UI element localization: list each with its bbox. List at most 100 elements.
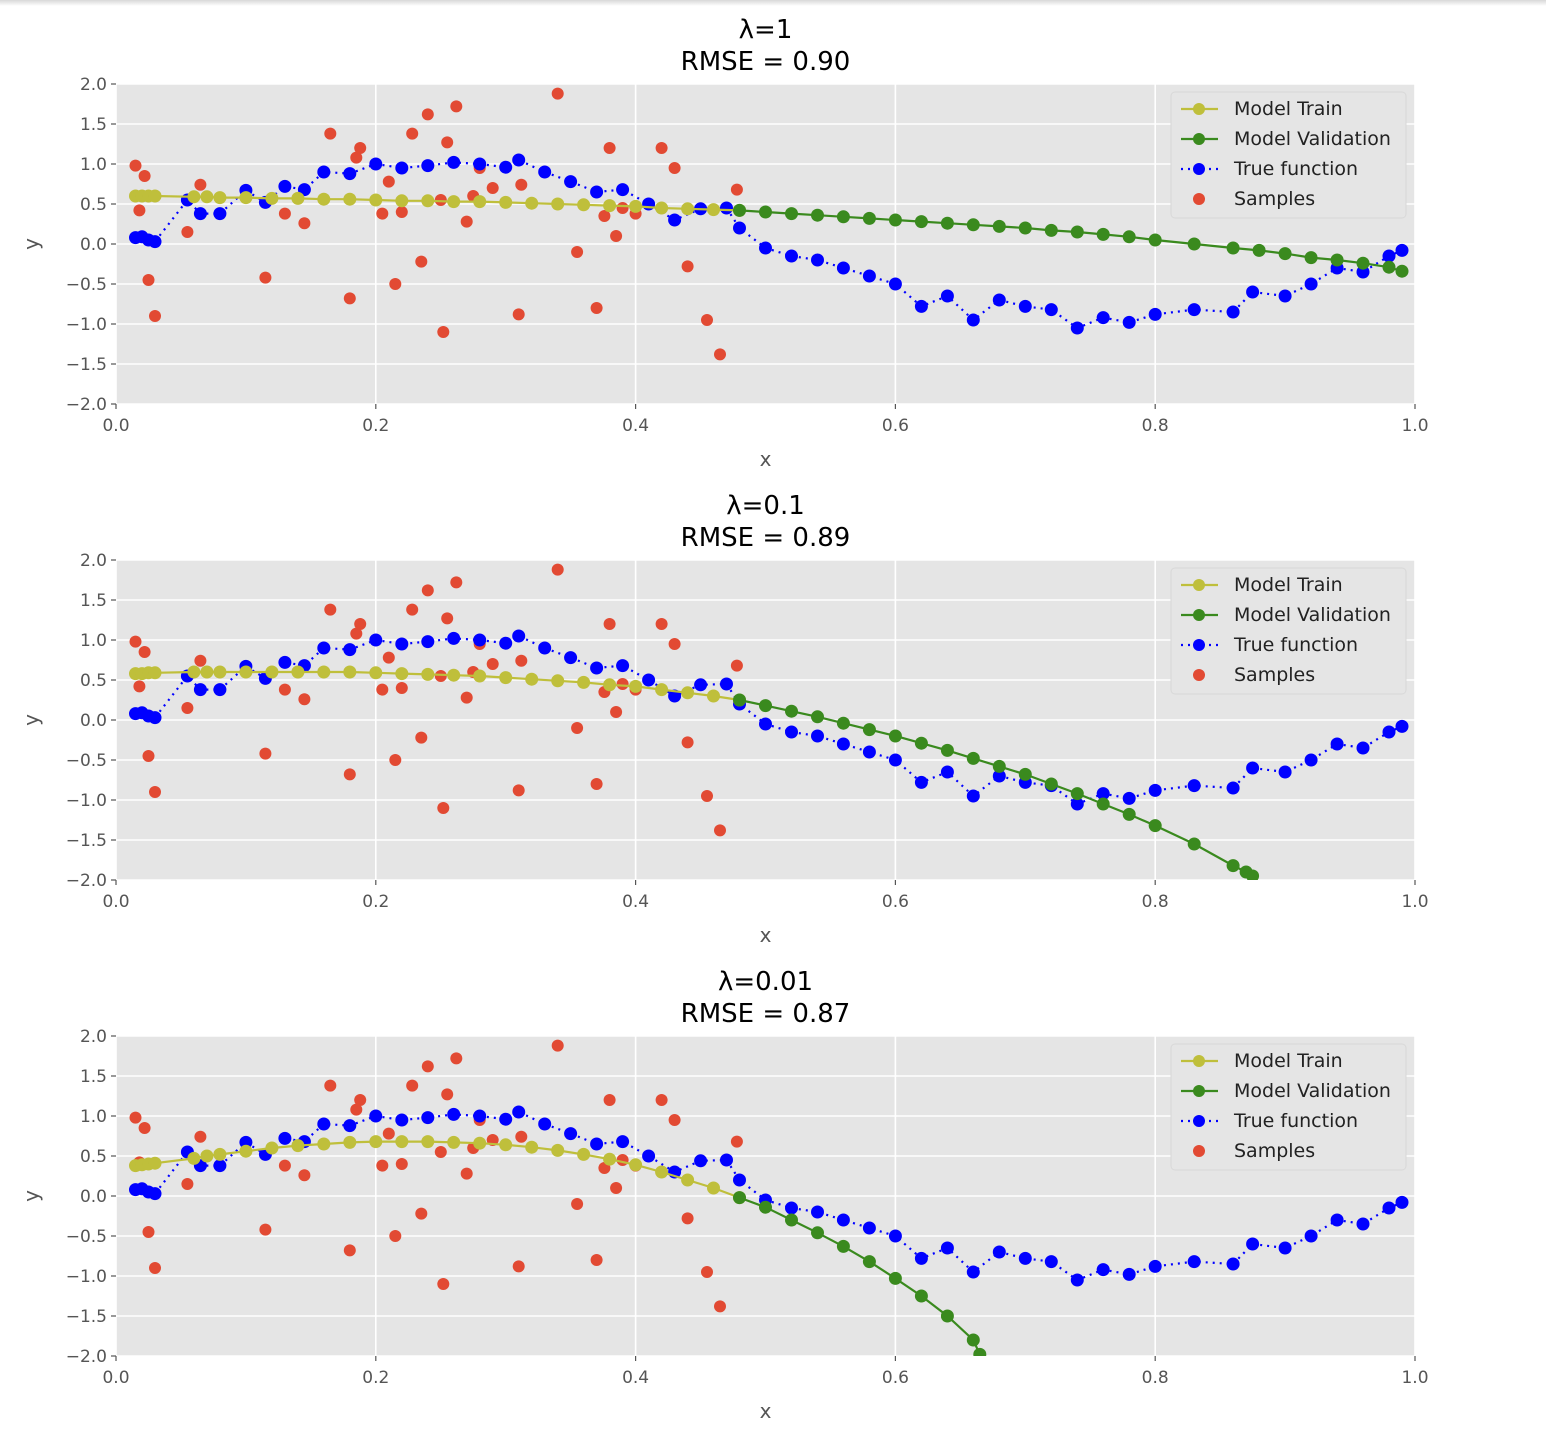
data-point-true-function bbox=[720, 1153, 733, 1167]
data-point-true-function bbox=[785, 249, 798, 263]
series-model-validation bbox=[733, 203, 1409, 278]
data-point-true-function bbox=[1187, 779, 1201, 793]
data-point-samples bbox=[138, 170, 151, 182]
data-point-samples bbox=[149, 786, 161, 798]
data-point-samples bbox=[668, 638, 681, 650]
legend-marker bbox=[1193, 579, 1205, 591]
data-point-true-function bbox=[317, 1117, 331, 1131]
data-point-model-validation bbox=[785, 704, 798, 718]
data-point-samples bbox=[730, 1135, 743, 1148]
data-point-model-validation bbox=[914, 215, 928, 229]
data-point-true-function bbox=[473, 157, 487, 171]
data-point-true-function bbox=[733, 1173, 746, 1187]
data-point-samples bbox=[278, 1159, 291, 1172]
data-point-true-function bbox=[785, 725, 798, 739]
x-tick-label: 0.2 bbox=[362, 416, 389, 436]
data-point-samples bbox=[437, 1278, 450, 1290]
data-point-samples bbox=[415, 255, 428, 268]
data-point-true-function bbox=[720, 201, 733, 215]
data-point-true-function bbox=[473, 633, 487, 647]
legend-marker bbox=[1193, 669, 1205, 681]
legend-marker bbox=[1193, 193, 1205, 205]
chart-subtitle: RMSE = 0.90 bbox=[681, 47, 851, 77]
data-point-samples bbox=[610, 230, 623, 242]
data-point-model-train bbox=[577, 675, 591, 689]
data-point-model-train bbox=[187, 190, 201, 204]
y-tick-label: 0.0 bbox=[80, 1187, 107, 1207]
plot-marks bbox=[129, 563, 1409, 880]
legend-marker bbox=[1193, 103, 1205, 115]
data-point-model-train bbox=[291, 191, 305, 205]
x-tick-label: 0.2 bbox=[362, 1368, 389, 1388]
data-point-model-validation bbox=[811, 208, 824, 222]
data-point-samples bbox=[181, 702, 194, 714]
legend-label: Model Validation bbox=[1234, 128, 1391, 150]
data-point-samples bbox=[450, 100, 463, 113]
data-point-samples bbox=[610, 1182, 623, 1194]
data-point-model-train bbox=[265, 665, 279, 679]
data-point-model-train bbox=[213, 665, 227, 679]
data-point-samples bbox=[616, 678, 629, 690]
data-point-true-function bbox=[1096, 1263, 1110, 1277]
data-point-model-train bbox=[499, 1138, 513, 1152]
x-tick-label: 0.8 bbox=[1142, 1368, 1169, 1388]
data-point-samples bbox=[395, 682, 408, 694]
data-point-samples bbox=[421, 1060, 434, 1073]
data-point-samples bbox=[343, 1244, 356, 1257]
data-point-true-function bbox=[193, 683, 207, 697]
y-tick-label: −2.0 bbox=[66, 1347, 107, 1367]
x-tick-label: 0.0 bbox=[102, 892, 129, 912]
data-point-samples bbox=[681, 1212, 694, 1225]
data-point-samples bbox=[655, 618, 668, 630]
data-point-samples bbox=[701, 314, 713, 326]
data-point-samples bbox=[571, 246, 584, 258]
data-point-true-function bbox=[1330, 1213, 1344, 1227]
data-point-samples bbox=[551, 87, 564, 100]
data-point-samples bbox=[395, 1158, 408, 1170]
data-point-samples bbox=[382, 1127, 395, 1140]
data-point-true-function bbox=[668, 689, 682, 703]
data-point-samples bbox=[376, 1159, 389, 1172]
data-point-model-validation bbox=[811, 710, 824, 724]
x-tick-label: 0.6 bbox=[882, 1368, 909, 1388]
data-point-samples bbox=[354, 1094, 367, 1106]
data-point-samples bbox=[133, 680, 146, 693]
y-tick-label: −1.5 bbox=[66, 355, 107, 375]
data-point-true-function bbox=[343, 167, 357, 181]
data-point-model-train bbox=[148, 1156, 162, 1170]
y-tick-label: −0.5 bbox=[66, 751, 107, 771]
data-point-model-train bbox=[421, 667, 435, 681]
data-point-samples bbox=[668, 162, 681, 174]
data-point-model-train bbox=[291, 665, 305, 679]
y-tick-label: 1.5 bbox=[80, 115, 107, 135]
legend-box bbox=[1170, 1043, 1407, 1171]
data-point-samples bbox=[324, 1079, 337, 1092]
data-point-true-function bbox=[447, 1107, 461, 1121]
data-point-true-function bbox=[1395, 1195, 1409, 1209]
y-tick-label: −0.5 bbox=[66, 275, 107, 295]
data-point-true-function bbox=[862, 269, 876, 283]
data-point-true-function bbox=[1187, 303, 1201, 317]
data-point-samples bbox=[350, 151, 363, 164]
data-point-samples bbox=[389, 754, 402, 766]
data-point-true-function bbox=[1278, 765, 1292, 779]
chart-subtitle: RMSE = 0.87 bbox=[681, 999, 851, 1029]
data-point-model-validation bbox=[1395, 264, 1409, 278]
legend-item-samples: Samples bbox=[1193, 664, 1315, 686]
data-point-samples bbox=[714, 1300, 726, 1313]
data-point-samples bbox=[512, 1260, 525, 1273]
data-point-true-function bbox=[1148, 1259, 1162, 1273]
data-point-samples bbox=[259, 271, 272, 284]
data-point-model-train bbox=[603, 199, 617, 213]
data-point-true-function bbox=[1070, 797, 1084, 811]
data-point-model-train bbox=[707, 1181, 720, 1195]
data-point-model-validation bbox=[914, 1289, 928, 1303]
y-tick-label: −1.5 bbox=[66, 1307, 107, 1327]
data-point-samples bbox=[598, 210, 611, 222]
data-point-model-validation bbox=[1148, 819, 1162, 833]
data-point-true-function bbox=[1044, 303, 1058, 317]
data-point-model-validation bbox=[940, 743, 954, 757]
data-point-samples bbox=[512, 308, 525, 321]
data-point-true-function bbox=[1382, 725, 1396, 739]
